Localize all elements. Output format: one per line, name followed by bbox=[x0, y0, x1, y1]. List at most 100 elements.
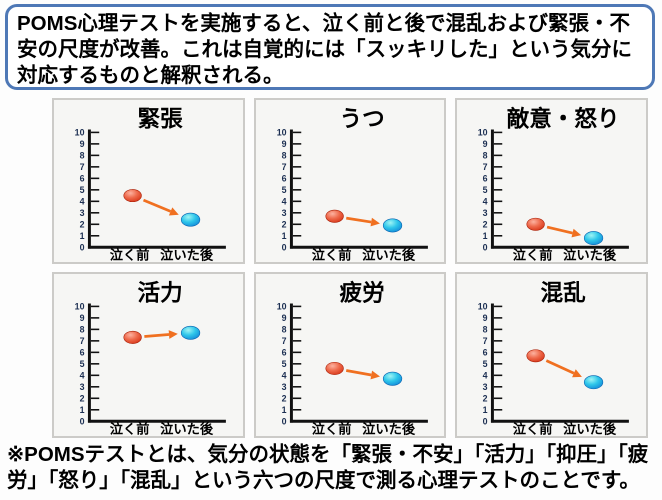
chart-panel-vigor: 活力 0 1 2 3 4 5 6 7 8 9 10 泣く前 泣いた後 bbox=[52, 272, 245, 438]
y-tick-label: 1 bbox=[483, 405, 488, 415]
y-tick-label: 0 bbox=[281, 242, 286, 252]
trend-arrow-head bbox=[572, 369, 583, 378]
trend-arrow-head bbox=[370, 217, 380, 227]
y-tick-label: 7 bbox=[483, 336, 488, 346]
y-tick-label: 5 bbox=[483, 185, 488, 195]
y-tick-label: 8 bbox=[281, 325, 286, 335]
trend-arrow-shaft bbox=[142, 198, 172, 213]
trend-arrow-shaft bbox=[345, 216, 372, 224]
y-tick-label: 2 bbox=[80, 219, 85, 229]
trend-arrow-shaft bbox=[144, 333, 170, 338]
y-tick-label: 7 bbox=[281, 336, 286, 346]
y-tick-label: 10 bbox=[75, 302, 85, 312]
y-tick-label: 0 bbox=[80, 242, 85, 252]
y-tick-label: 7 bbox=[80, 336, 85, 346]
after-crying-marker bbox=[382, 218, 402, 233]
x-category-label: 泣く前 bbox=[311, 421, 351, 436]
x-category-label: 泣く前 bbox=[311, 247, 351, 262]
before-crying-marker bbox=[325, 361, 344, 375]
y-tick-label: 6 bbox=[80, 347, 85, 357]
y-tick-label: 0 bbox=[483, 242, 488, 252]
y-tick-label: 9 bbox=[483, 313, 488, 323]
y-tick-label: 8 bbox=[80, 325, 85, 335]
y-tick-label: 4 bbox=[80, 370, 85, 380]
y-tick-label: 6 bbox=[80, 173, 85, 183]
y-tick-label: 8 bbox=[281, 151, 286, 161]
y-tick-label: 4 bbox=[281, 370, 286, 380]
y-tick-label: 0 bbox=[483, 416, 488, 426]
after-crying-marker bbox=[180, 325, 201, 340]
y-tick-label: 9 bbox=[80, 313, 85, 323]
x-category-label: 泣く前 bbox=[110, 247, 150, 262]
before-crying-marker bbox=[123, 189, 142, 203]
y-tick-label: 8 bbox=[483, 325, 488, 335]
y-tick-label: 8 bbox=[80, 151, 85, 161]
y-tick-label: 1 bbox=[80, 405, 85, 415]
y-tick-label: 7 bbox=[80, 162, 85, 172]
chart-panel-tension: 緊張 0 1 2 3 4 5 6 7 8 9 10 泣く前 泣いた後 bbox=[52, 98, 245, 264]
y-tick-label: 1 bbox=[281, 231, 286, 241]
x-category-label: 泣いた後 bbox=[362, 247, 416, 262]
y-tick-label: 10 bbox=[276, 302, 286, 312]
chart-title: 混乱 bbox=[541, 281, 587, 306]
after-crying-marker bbox=[584, 231, 604, 246]
trend-arrow-shaft bbox=[547, 225, 574, 235]
chart-plot: 緊張 01 23 45 678 910 泣く前 泣いた後 bbox=[75, 107, 226, 262]
chart-panel-confusion: 混乱 0 1 2 3 4 5 6 7 8 9 10 泣く前 泣いた後 bbox=[455, 272, 648, 438]
chart-plot: 疲労 01 23 45 678 910 泣く前 泣いた後 bbox=[276, 280, 428, 436]
chart-title: 緊張 bbox=[138, 107, 184, 132]
y-tick-label: 2 bbox=[281, 219, 286, 229]
chart-plot: うつ 01 23 45 678 910 泣く前 泣いた後 bbox=[276, 107, 428, 262]
y-tick-label: 2 bbox=[483, 219, 488, 229]
y-tick-label: 9 bbox=[483, 139, 488, 149]
y-tick-label: 0 bbox=[80, 416, 85, 426]
after-crying-marker bbox=[584, 375, 604, 390]
x-category-label: 泣く前 bbox=[513, 421, 553, 436]
chart-plot: 活力 01 23 45 678 910 泣く前 泣いた後 bbox=[75, 281, 226, 436]
y-tick-label: 5 bbox=[80, 359, 85, 369]
before-crying-marker bbox=[325, 209, 344, 223]
y-tick-label: 4 bbox=[281, 196, 286, 206]
after-crying-marker bbox=[382, 371, 402, 386]
x-category-label: 泣いた後 bbox=[160, 247, 214, 262]
y-tick-label: 5 bbox=[80, 185, 85, 195]
y-tick-label: 8 bbox=[483, 151, 488, 161]
x-category-label: 泣いた後 bbox=[563, 421, 617, 436]
y-tick-label: 10 bbox=[478, 128, 488, 138]
after-crying-marker bbox=[180, 212, 201, 227]
before-crying-marker bbox=[526, 217, 546, 231]
footer-text: ※POMSテストとは、気分の状態を「緊張・不安」「活力」「抑圧」「疲労」「怒り」… bbox=[7, 443, 649, 492]
chart-title: 活力 bbox=[138, 281, 183, 306]
x-category-label: 泣いた後 bbox=[362, 421, 416, 436]
y-tick-label: 7 bbox=[483, 162, 488, 172]
trend-arrow-head bbox=[571, 228, 582, 238]
y-tick-label: 10 bbox=[478, 302, 488, 312]
y-tick-label: 6 bbox=[281, 347, 286, 357]
y-tick-label: 3 bbox=[80, 208, 85, 218]
charts-grid: 緊張 0 1 2 3 4 5 6 7 8 9 10 泣く前 泣いた後 うつ 0 1 2 3 4 5 6 7 8 9 10 泣く… bbox=[52, 98, 648, 438]
trend-arrow-head bbox=[168, 330, 178, 339]
chart-panel-hostility-anger: 敵意・怒り 0 1 2 3 4 5 6 7 8 9 10 泣く前 泣いた後 bbox=[455, 98, 648, 264]
before-crying-marker bbox=[526, 349, 546, 363]
chart-panel-fatigue: 疲労 0 1 2 3 4 5 6 7 8 9 10 泣く前 泣いた後 bbox=[253, 272, 447, 438]
y-tick-label: 2 bbox=[80, 393, 85, 403]
y-tick-label: 1 bbox=[281, 405, 286, 415]
y-tick-label: 4 bbox=[483, 196, 488, 206]
y-tick-label: 3 bbox=[281, 208, 286, 218]
y-tick-label: 7 bbox=[281, 162, 286, 172]
chart-title: 敵意・怒り bbox=[507, 106, 620, 132]
y-tick-label: 2 bbox=[483, 393, 488, 403]
header-callout-box: POMS心理テストを実施すると、泣く前と後で混乱および緊張・不安の尺度が改善。こ… bbox=[5, 4, 655, 90]
y-tick-label: 9 bbox=[281, 313, 286, 323]
y-tick-label: 4 bbox=[80, 196, 85, 206]
y-tick-label: 10 bbox=[276, 128, 286, 138]
y-tick-label: 9 bbox=[281, 139, 286, 149]
chart-title: うつ bbox=[339, 107, 384, 132]
chart-plot: 混乱 01 23 45 678 910 泣く前 泣いた後 bbox=[478, 281, 630, 436]
y-tick-label: 6 bbox=[281, 173, 286, 183]
x-category-label: 泣いた後 bbox=[160, 421, 214, 436]
y-tick-label: 9 bbox=[80, 139, 85, 149]
y-tick-label: 10 bbox=[75, 128, 85, 138]
y-tick-label: 3 bbox=[281, 382, 286, 392]
